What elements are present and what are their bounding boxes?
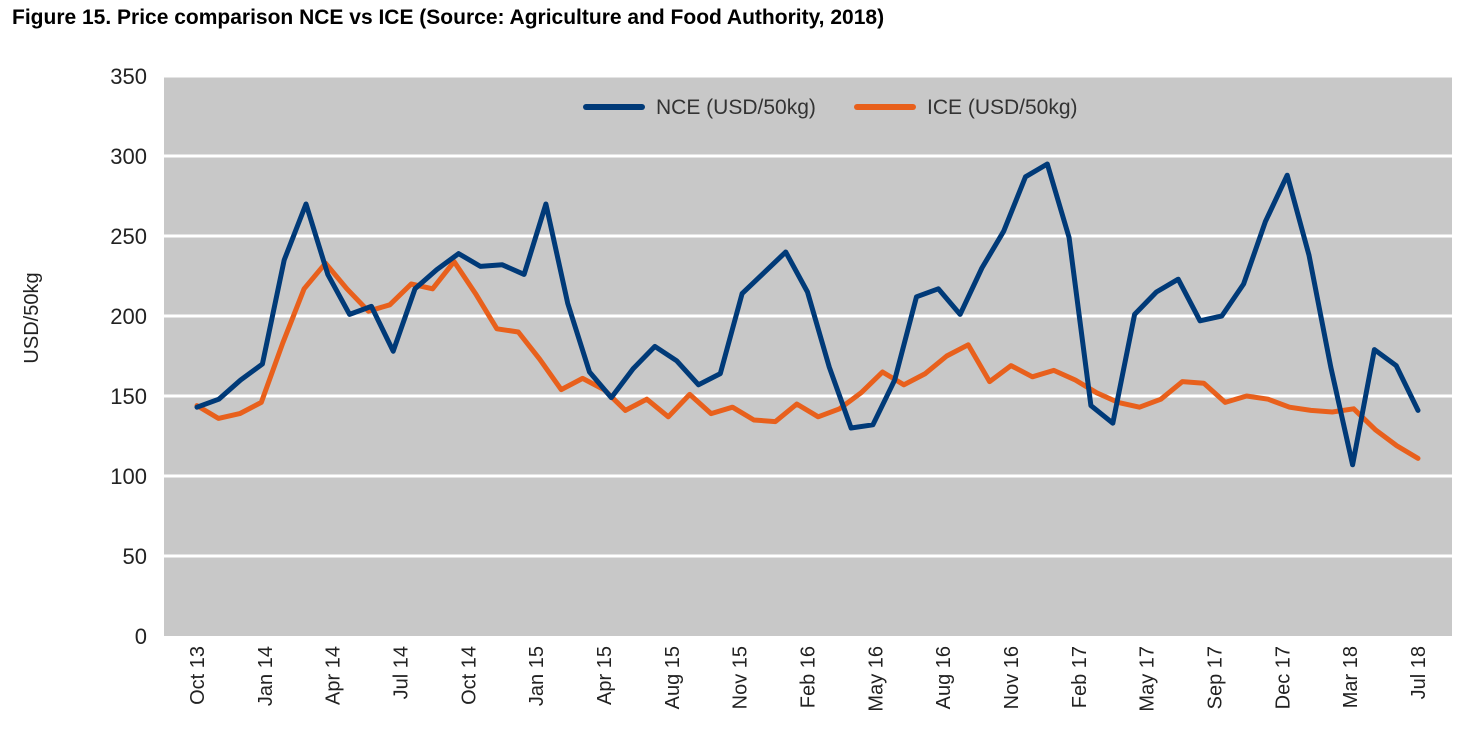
y-tick-label: 50	[123, 544, 147, 569]
series-line	[194, 259, 1421, 461]
x-tick-label: Aug 15	[662, 646, 684, 709]
y-tick-label: 150	[110, 384, 147, 409]
x-tick-label: May 16	[865, 646, 887, 712]
x-tick-label: Dec 17	[1272, 646, 1294, 709]
y-tick-label: 350	[110, 64, 147, 89]
x-tick-label: Apr 15	[594, 646, 616, 705]
y-axis-title: USD/50kg	[21, 272, 43, 363]
y-tick-label: 0	[135, 624, 147, 649]
y-tick-label: 200	[110, 304, 147, 329]
x-tick-label: Jul 18	[1408, 646, 1430, 699]
legend-label: ICE (USD/50kg)	[927, 96, 1078, 119]
gridlines	[164, 74, 1452, 558]
x-tick-label: Nov 16	[1001, 646, 1023, 709]
y-tick-label: 300	[110, 144, 147, 169]
figure-title: Figure 15. Price comparison NCE vs ICE (…	[12, 6, 885, 29]
y-tick-label: 250	[110, 224, 147, 249]
x-tick-label: Nov 15	[730, 646, 752, 709]
y-tick-label: 100	[110, 464, 147, 489]
x-tick-label: Jan 15	[526, 646, 548, 706]
legend-label: NCE (USD/50kg)	[656, 96, 816, 119]
x-tick-label: Jan 14	[255, 646, 277, 706]
legend: NCE (USD/50kg) ICE (USD/50kg)	[583, 96, 1078, 119]
x-tick-label: Mar 18	[1340, 646, 1362, 708]
x-tick-label: Jul 14	[391, 646, 413, 699]
y-axis-ticks: 0 50 100 150 200 250 300 350	[110, 64, 147, 649]
x-tick-label: Feb 17	[1069, 646, 1091, 708]
plot-area	[164, 76, 1452, 636]
x-tick-label: Feb 16	[798, 646, 820, 708]
x-tick-label: Sep 17	[1205, 646, 1227, 709]
x-tick-label: Apr 14	[323, 646, 345, 705]
x-tick-label: Oct 13	[187, 646, 209, 705]
x-axis-ticks: Oct 13 Jan 14 Apr 14 Jul 14 Oct 14 Jan 15 Apr …	[187, 646, 1430, 712]
x-tick-label: Aug 16	[933, 646, 955, 709]
series-line	[194, 161, 1421, 468]
series-lines	[194, 161, 1421, 468]
x-tick-label: May 17	[1137, 646, 1159, 712]
x-tick-label: Oct 14	[458, 646, 480, 705]
